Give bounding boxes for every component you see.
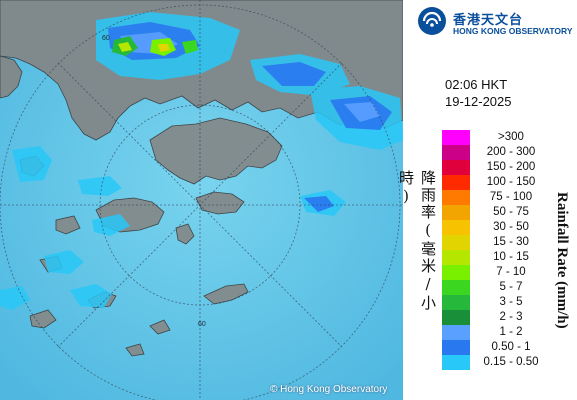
rainfall-color-scale: >300 200 - 300 150 - 200 100 - 150 75 - 100 5… xyxy=(442,130,542,370)
legend-swatch xyxy=(442,265,470,280)
legend-swatch xyxy=(442,295,470,310)
south-islands xyxy=(203,283,249,305)
hong-kong-land xyxy=(149,117,283,185)
copyright-notice: © Hong Kong Observatory xyxy=(270,384,388,395)
legend-swatch xyxy=(442,160,470,175)
legend-swatch xyxy=(442,250,470,265)
legend-swatch xyxy=(442,280,470,295)
legend-label: 30 - 50 xyxy=(493,221,529,233)
observation-date: 19-12-2025 xyxy=(445,94,512,109)
legend-bin: 0.50 - 1 xyxy=(442,340,542,355)
legend-label: 150 - 200 xyxy=(486,161,536,173)
legend-swatch xyxy=(442,205,470,220)
legend-swatch xyxy=(442,190,470,205)
range-rings xyxy=(0,0,403,400)
legend-swatch xyxy=(442,325,470,340)
legend-label: 3 - 5 xyxy=(499,296,523,308)
legend-bin: 75 - 100 xyxy=(442,190,542,205)
ring-label-top: 60 xyxy=(102,35,110,42)
legend-bin: 1 - 2 xyxy=(442,325,542,340)
legend-label: 10 - 15 xyxy=(493,251,529,263)
legend-bin: >300 xyxy=(442,130,542,145)
lamma-island xyxy=(175,223,195,245)
legend-bin: 15 - 30 xyxy=(442,235,542,250)
west-coast-land xyxy=(0,55,23,99)
legend-bin: 100 - 150 xyxy=(442,175,542,190)
legend-title-en: Rainfall Rate (mm/h) xyxy=(554,192,570,329)
legend-swatch xyxy=(442,130,470,145)
legend-label: 5 - 7 xyxy=(499,281,523,293)
legend-bin: 150 - 200 xyxy=(442,160,542,175)
legend-title-cn: 降雨率(毫米/小時) xyxy=(397,170,437,312)
legend-label: 200 - 300 xyxy=(486,146,536,158)
hko-emblem-icon xyxy=(418,7,446,35)
legend-bin: 7 - 10 xyxy=(442,265,542,280)
rain-echo-heavy-cores xyxy=(112,36,198,56)
legend-bin: 50 - 75 xyxy=(442,205,542,220)
legend-label: 1 - 2 xyxy=(499,326,523,338)
legend-bin: 10 - 15 xyxy=(442,250,542,265)
legend-bin: 200 - 300 xyxy=(442,145,542,160)
legend-bin: 2 - 3 xyxy=(442,310,542,325)
legend-swatch xyxy=(442,340,470,355)
legend-swatch xyxy=(442,220,470,235)
legend-bin: 5 - 7 xyxy=(442,280,542,295)
organisation-name-en: HONG KONG OBSERVATORY xyxy=(453,26,573,36)
legend-swatch xyxy=(442,145,470,160)
legend-label: 75 - 100 xyxy=(489,191,533,203)
legend-label: 0.50 - 1 xyxy=(491,341,531,353)
organisation-name-cn: 香港天文台 xyxy=(453,13,524,28)
legend-swatch xyxy=(442,235,470,250)
legend-bin: 3 - 5 xyxy=(442,295,542,310)
radar-map: 60 60 © Hong Kong Observatory xyxy=(0,0,403,400)
legend-label: 100 - 150 xyxy=(486,176,536,188)
ring-label-bottom: 60 xyxy=(198,321,206,328)
legend-label: >300 xyxy=(498,131,524,143)
legend-swatch xyxy=(442,175,470,190)
legend-swatch xyxy=(442,355,470,370)
legend-label: 0.15 - 0.50 xyxy=(483,356,539,368)
legend-bin: 30 - 50 xyxy=(442,220,542,235)
legend-label: 7 - 10 xyxy=(496,266,526,278)
legend-label: 50 - 75 xyxy=(493,206,529,218)
legend-label: 15 - 30 xyxy=(493,236,529,248)
legend-swatch xyxy=(442,310,470,325)
legend-bin: 0.15 - 0.50 xyxy=(442,355,542,370)
observation-time: 02:06 HKT xyxy=(445,77,508,92)
radar-map-canvas: 60 60 xyxy=(0,0,403,400)
legend-label: 2 - 3 xyxy=(499,311,523,323)
info-panel: 香港天文台 HONG KONG OBSERVATORY 02:06 HKT 19… xyxy=(397,0,577,400)
hko-logo: 香港天文台 HONG KONG OBSERVATORY xyxy=(417,6,577,38)
